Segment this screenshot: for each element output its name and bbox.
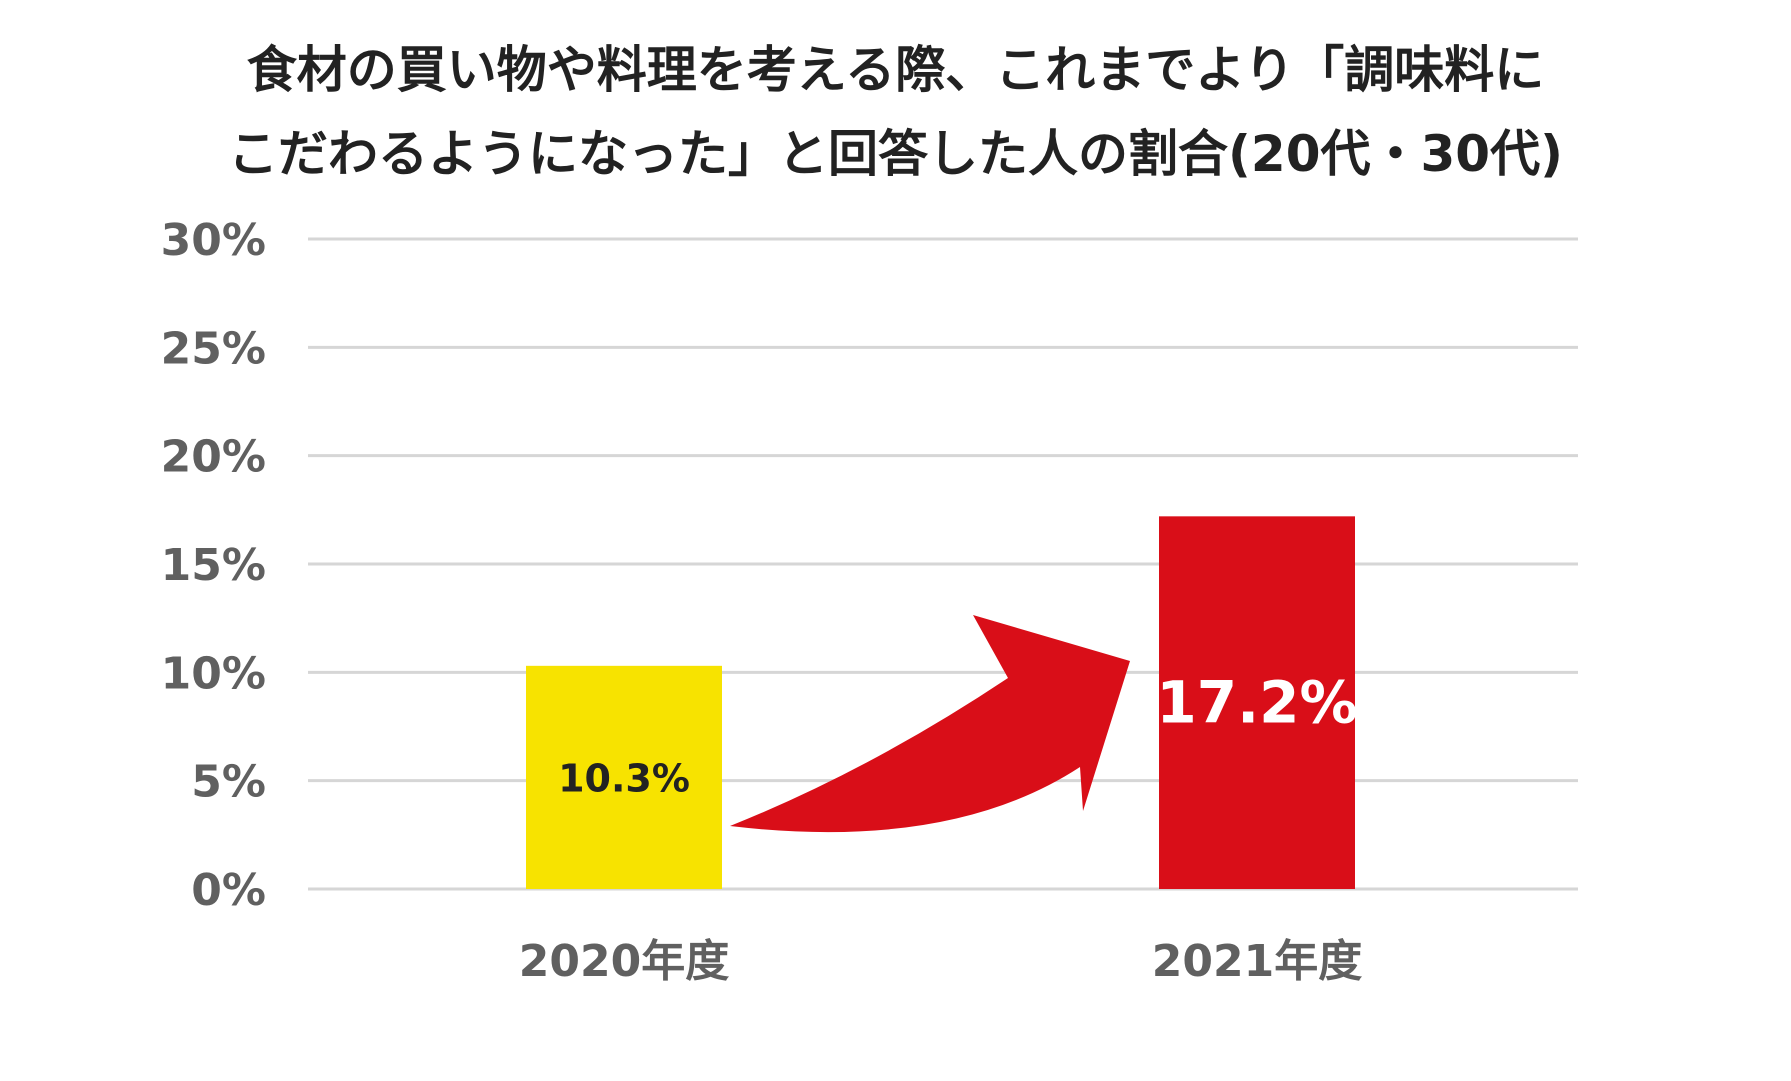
bar-value-label: 10.3% xyxy=(558,756,690,800)
arrow-annotation xyxy=(730,615,1130,833)
chart-title-line-1: 食材の買い物や料理を考える際、これまでより「調味料に xyxy=(246,41,1545,99)
x-tick-label: 2021年度 xyxy=(1152,936,1362,987)
chart-title: 食材の買い物や料理を考える際、これまでより「調味料に こだわるようになった」と回… xyxy=(0,28,1791,196)
gridlines xyxy=(308,237,1578,891)
y-tick-label: 15% xyxy=(161,540,266,591)
bar-value-label: 17.2% xyxy=(1156,668,1357,736)
x-axis-ticks: 2020年度 2021年度 xyxy=(519,936,1362,987)
x-tick-label: 2020年度 xyxy=(519,936,729,987)
value-labels: 10.3% 17.2% xyxy=(558,668,1358,800)
bar xyxy=(526,665,722,889)
chart-title-line-2: こだわるようになった」と回答した人の割合(20代・30代) xyxy=(228,125,1563,183)
bar xyxy=(1159,516,1355,889)
y-tick-label: 5% xyxy=(191,757,266,808)
y-tick-label: 0% xyxy=(191,865,266,916)
y-tick-label: 30% xyxy=(161,215,266,266)
arrow-annotation-shape xyxy=(730,615,1130,833)
y-axis-ticks: 0% 5% 10% 15% 20% 25% 30% xyxy=(161,215,266,916)
y-tick-label: 10% xyxy=(161,648,266,699)
y-tick-label: 20% xyxy=(161,432,266,483)
y-tick-label: 25% xyxy=(161,323,266,374)
bars xyxy=(526,516,1355,889)
